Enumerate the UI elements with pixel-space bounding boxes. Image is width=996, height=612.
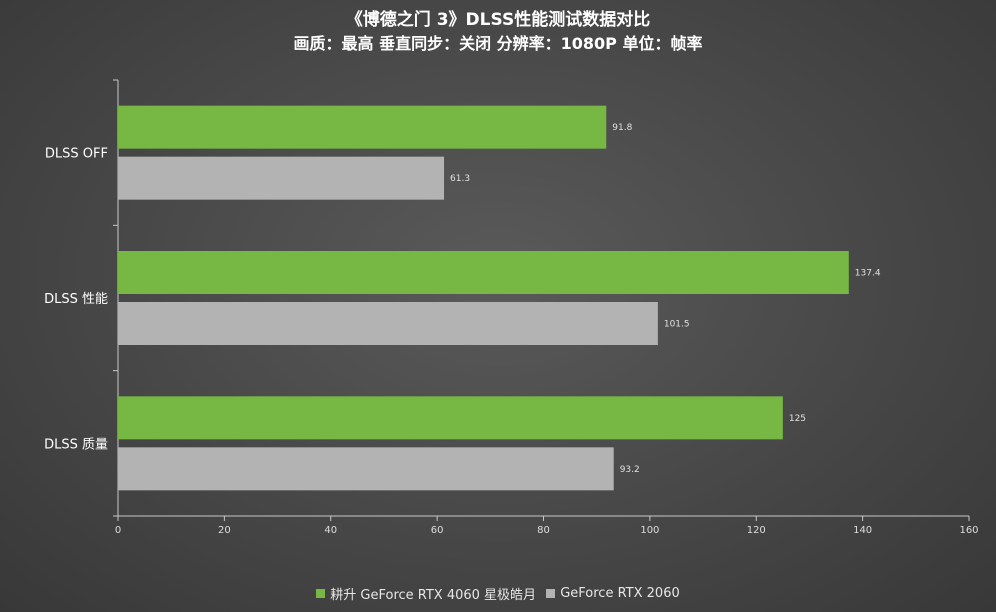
chart-subtitle: 画质：最高 垂直同步：关闭 分辨率：1080P 单位：帧率 — [293, 34, 703, 53]
x-tick-label: 120 — [747, 525, 766, 536]
legend-swatch-green — [316, 589, 326, 598]
legend-item-series-1: GeForce RTX 2060 — [546, 586, 680, 601]
category-label: DLSS OFF — [45, 147, 108, 162]
legend-label-series-1: GeForce RTX 2060 — [560, 586, 680, 601]
x-tick-label: 60 — [431, 525, 444, 536]
bar-rtx2060 — [118, 302, 658, 345]
legend-label-series-0: 耕升 GeForce RTX 4060 星极皓月 — [330, 588, 537, 603]
bar-rtx2060 — [118, 447, 614, 491]
chart-titles: 《博德之门 3》DLSS性能测试数据对比 画质：最高 垂直同步：关闭 分辨率：1… — [0, 8, 996, 56]
data-label: 125 — [789, 414, 806, 424]
x-tick-label: 20 — [218, 525, 231, 536]
x-tick-label: 160 — [959, 525, 978, 536]
x-tick-label: 100 — [640, 525, 659, 536]
category-label: DLSS 质量 — [44, 437, 108, 452]
bar-rtx4060 — [118, 105, 607, 149]
chart-legend: 耕升 GeForce RTX 4060 星极皓月 GeForce RTX 206… — [0, 584, 996, 603]
bar-rtx2060 — [118, 156, 445, 200]
data-label: 61.3 — [450, 174, 470, 184]
x-tick-label: 0 — [115, 525, 121, 536]
data-label: 101.5 — [664, 320, 690, 330]
data-label: 93.2 — [620, 465, 640, 475]
x-tick-label: 40 — [324, 525, 337, 536]
x-tick-label: 140 — [853, 525, 872, 536]
x-tick-label: 80 — [537, 525, 550, 536]
legend-swatch-gray — [546, 589, 556, 598]
bar-rtx4060 — [118, 251, 849, 294]
bar-rtx4060 — [118, 396, 783, 440]
data-label: 137.4 — [855, 269, 881, 279]
data-label: 91.8 — [612, 123, 632, 133]
category-label: DLSS 性能 — [44, 292, 108, 307]
legend-item-series-0: 耕升 GeForce RTX 4060 星极皓月 — [316, 584, 536, 603]
chart-title: 《博德之门 3》DLSS性能测试数据对比 — [345, 10, 651, 30]
